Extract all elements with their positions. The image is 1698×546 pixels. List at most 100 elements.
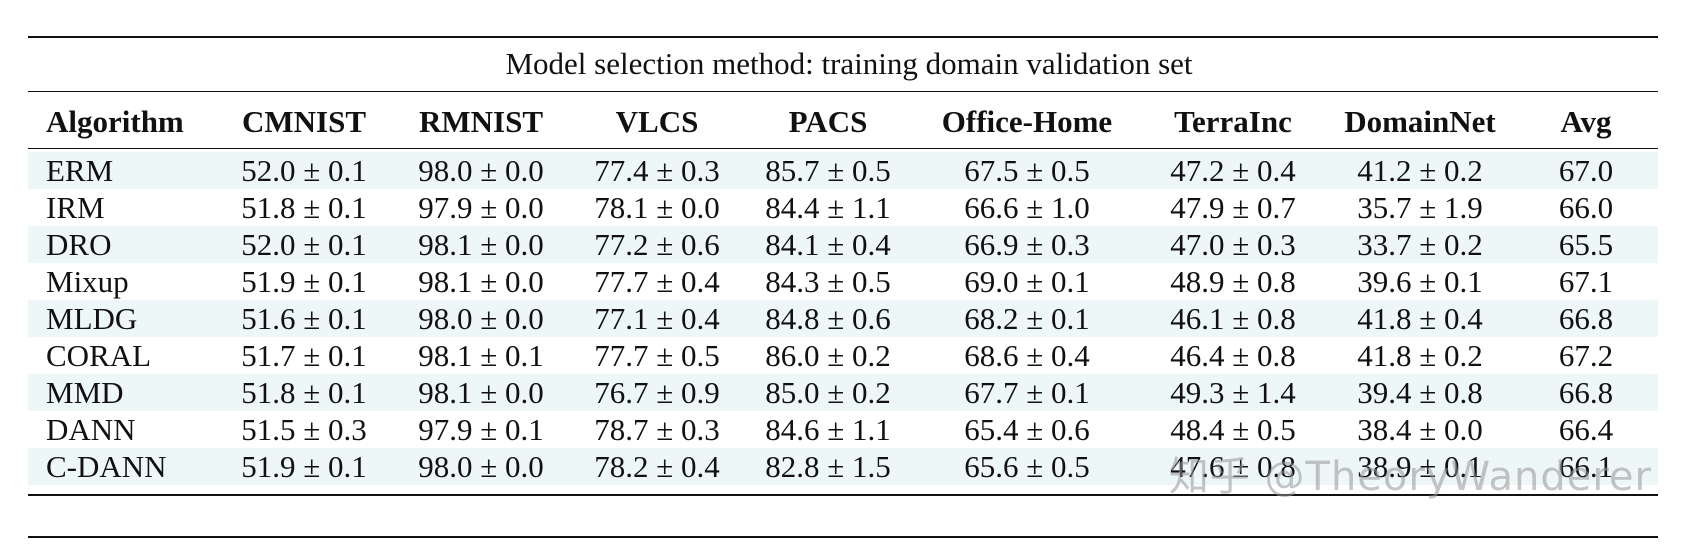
cell-domainnet: 41.8 ± 0.4: [1326, 300, 1514, 337]
column-header-rmnist: RMNIST: [418, 104, 543, 139]
table-row: IRM 51.8 ± 0.1 97.9 ± 0.0 78.1 ± 0.0 84.4 ± …: [28, 189, 1658, 226]
cell-cmnist: 51.6 ± 0.1: [218, 300, 390, 337]
cell-cmnist: 51.7 ± 0.1: [241, 337, 367, 373]
cell-office-home: 66.9 ± 0.3: [914, 226, 1140, 263]
cell-terrainc: 46.1 ± 0.8: [1140, 300, 1326, 337]
cell-terrainc: 47.9 ± 0.7: [1170, 189, 1296, 225]
cell-pacs: 85.0 ± 0.2: [742, 374, 914, 411]
cell-terrainc: 46.4 ± 0.8: [1170, 337, 1296, 373]
cell-terrainc: 48.4 ± 0.5: [1170, 411, 1296, 447]
cell-pacs: 84.3 ± 0.5: [765, 263, 891, 299]
cell-domainnet: 39.6 ± 0.1: [1357, 263, 1483, 299]
cell-domainnet: 35.7 ± 1.9: [1357, 189, 1483, 225]
table-row: C-DANN 51.9 ± 0.1 98.0 ± 0.0 78.2 ± 0.4 82.8…: [28, 448, 1658, 485]
results-table-body: ERM 52.0 ± 0.1 98.0 ± 0.0 77.4 ± 0.3 85.7 ± …: [28, 148, 1658, 485]
cell-cmnist: 51.8 ± 0.1: [241, 189, 367, 225]
cell-pacs: 82.8 ± 1.5: [742, 448, 914, 485]
cell-domainnet: 38.4 ± 0.0: [1357, 411, 1483, 447]
table-top-rule: [28, 36, 1658, 38]
next-section-rule: [28, 536, 1658, 538]
cell-terrainc: 47.6 ± 0.8: [1140, 448, 1326, 485]
cell-rmnist: 98.1 ± 0.1: [418, 337, 544, 373]
results-table: Algorithm CMNIST RMNIST VLCS PACS Office…: [28, 96, 1658, 485]
cell-terrainc: 49.3 ± 1.4: [1140, 374, 1326, 411]
cell-avg: 67.2: [1558, 337, 1614, 373]
cell-avg: 66.4: [1558, 411, 1614, 447]
cell-domainnet: 33.7 ± 0.2: [1326, 226, 1514, 263]
cell-office-home: 67.7 ± 0.1: [914, 374, 1140, 411]
cell-pacs: 84.4 ± 1.1: [765, 189, 891, 225]
cell-cmnist: 51.8 ± 0.1: [218, 374, 390, 411]
cell-cmnist: 52.0 ± 0.1: [218, 226, 390, 263]
cell-vlcs: 77.1 ± 0.4: [572, 300, 742, 337]
cell-office-home: 65.6 ± 0.5: [914, 448, 1140, 485]
cell-domainnet: 41.2 ± 0.2: [1326, 152, 1514, 189]
cell-pacs: 85.7 ± 0.5: [742, 152, 914, 189]
table-row: DRO 52.0 ± 0.1 98.1 ± 0.0 77.2 ± 0.6 84.1 ± …: [28, 226, 1658, 263]
table-row: CORAL 51.7 ± 0.1 98.1 ± 0.1 77.7 ± 0.5 86.0 …: [28, 337, 1658, 374]
cell-avg: 66.0: [1558, 189, 1614, 225]
header-row: Algorithm CMNIST RMNIST VLCS PACS Office…: [28, 96, 1658, 148]
caption-rule: [28, 91, 1658, 92]
cell-algorithm: Mixup: [46, 263, 129, 299]
cell-avg: 66.1: [1514, 448, 1658, 485]
cell-office-home: 66.6 ± 1.0: [964, 189, 1090, 225]
column-header-terrainc: TerraInc: [1174, 104, 1292, 139]
cell-domainnet: 39.4 ± 0.8: [1326, 374, 1514, 411]
header-bottom-rule: [28, 148, 1658, 149]
cell-office-home: 69.0 ± 0.1: [964, 263, 1090, 299]
table-row: MMD 51.8 ± 0.1 98.1 ± 0.0 76.7 ± 0.9 85.0 ± …: [28, 374, 1658, 411]
cell-pacs: 84.8 ± 0.6: [742, 300, 914, 337]
cell-terrainc: 47.0 ± 0.3: [1140, 226, 1326, 263]
column-header-avg: Avg: [1560, 104, 1612, 139]
cell-office-home: 68.6 ± 0.4: [964, 337, 1090, 373]
cell-vlcs: 78.1 ± 0.0: [594, 189, 720, 225]
cell-vlcs: 77.2 ± 0.6: [572, 226, 742, 263]
cell-avg: 66.8: [1514, 374, 1658, 411]
cell-algorithm: DRO: [28, 226, 218, 263]
cell-terrainc: 47.2 ± 0.4: [1140, 152, 1326, 189]
table-row: MLDG 51.6 ± 0.1 98.0 ± 0.0 77.1 ± 0.4 84.8 ±…: [28, 300, 1658, 337]
cell-rmnist: 98.0 ± 0.0: [390, 152, 572, 189]
cell-algorithm: IRM: [46, 189, 105, 225]
cell-algorithm: C-DANN: [28, 448, 218, 485]
cell-cmnist: 52.0 ± 0.1: [218, 152, 390, 189]
cell-avg: 67.1: [1558, 263, 1614, 299]
column-header-vlcs: VLCS: [615, 104, 699, 139]
column-header-domainnet: DomainNet: [1344, 104, 1496, 139]
cell-avg: 65.5: [1514, 226, 1658, 263]
cell-terrainc: 48.9 ± 0.8: [1170, 263, 1296, 299]
cell-rmnist: 98.1 ± 0.0: [390, 374, 572, 411]
cell-pacs: 84.1 ± 0.4: [742, 226, 914, 263]
cell-pacs: 86.0 ± 0.2: [765, 337, 891, 373]
cell-cmnist: 51.9 ± 0.1: [218, 448, 390, 485]
table-row: ERM 52.0 ± 0.1 98.0 ± 0.0 77.4 ± 0.3 85.7 ± …: [28, 152, 1658, 189]
cell-algorithm: ERM: [28, 152, 218, 189]
cell-domainnet: 38.9 ± 0.1: [1326, 448, 1514, 485]
table-row: Mixup 51.9 ± 0.1 98.1 ± 0.0 77.7 ± 0.4 84.3 …: [28, 263, 1658, 300]
cell-vlcs: 77.7 ± 0.5: [594, 337, 720, 373]
cell-cmnist: 51.9 ± 0.1: [241, 263, 367, 299]
column-header-office-home: Office-Home: [941, 104, 1113, 139]
cell-vlcs: 78.2 ± 0.4: [572, 448, 742, 485]
cell-cmnist: 51.5 ± 0.3: [241, 411, 367, 447]
cell-vlcs: 77.4 ± 0.3: [572, 152, 742, 189]
cell-vlcs: 77.7 ± 0.4: [594, 263, 720, 299]
cell-algorithm: MLDG: [28, 300, 218, 337]
cell-algorithm: DANN: [46, 411, 136, 447]
cell-algorithm: CORAL: [46, 337, 152, 373]
cell-rmnist: 98.1 ± 0.0: [418, 263, 544, 299]
cell-rmnist: 97.9 ± 0.0: [418, 189, 544, 225]
cell-avg: 66.8: [1514, 300, 1658, 337]
cell-rmnist: 98.0 ± 0.0: [390, 448, 572, 485]
column-header-pacs: PACS: [788, 104, 868, 139]
cell-vlcs: 76.7 ± 0.9: [572, 374, 742, 411]
table-row: DANN 51.5 ± 0.3 97.9 ± 0.1 78.7 ± 0.3 84.6 ±…: [28, 411, 1658, 448]
cell-office-home: 67.5 ± 0.5: [914, 152, 1140, 189]
column-header-algorithm: Algorithm: [46, 104, 184, 139]
cell-rmnist: 97.9 ± 0.1: [418, 411, 544, 447]
cell-office-home: 68.2 ± 0.1: [914, 300, 1140, 337]
cell-office-home: 65.4 ± 0.6: [964, 411, 1090, 447]
cell-rmnist: 98.1 ± 0.0: [390, 226, 572, 263]
